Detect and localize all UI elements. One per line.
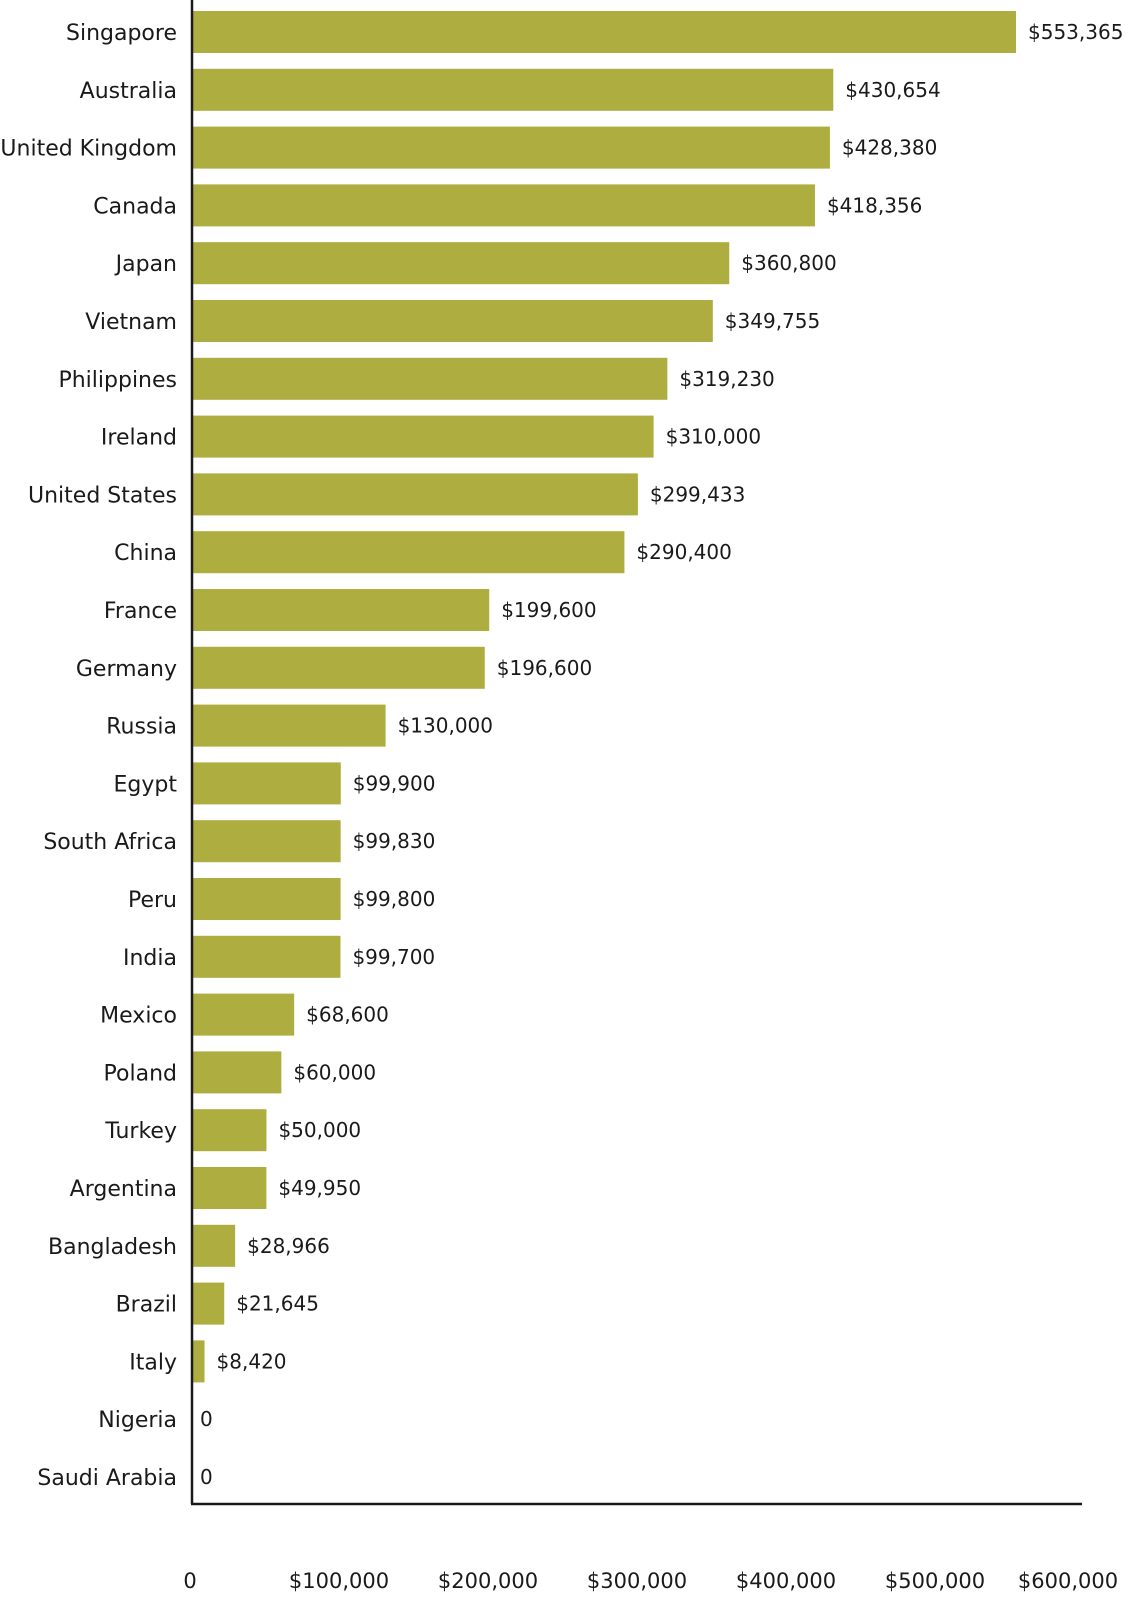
bar-philippines: [192, 357, 668, 400]
bar-egypt: [192, 762, 341, 805]
value-label: $310,000: [666, 425, 761, 449]
bar-brazil: [192, 1282, 225, 1325]
value-label: $196,600: [497, 656, 592, 680]
bar-peru: [192, 878, 341, 920]
value-label: $8,420: [217, 1349, 287, 1373]
category-label: Russia: [106, 715, 177, 740]
category-label: South Africa: [43, 830, 177, 855]
category-label: Japan: [114, 252, 177, 277]
category-label: Vietnam: [85, 310, 177, 335]
x-tick-label: $200,000: [438, 1569, 538, 1593]
value-label: $553,365: [1028, 20, 1123, 44]
category-label: Mexico: [100, 1004, 177, 1029]
bar-united-kingdom: [192, 126, 830, 169]
category-label: Nigeria: [98, 1408, 177, 1433]
category-label: India: [123, 946, 177, 971]
category-label: Philippines: [58, 368, 177, 393]
labels-layer: Singapore $553,365 Australia $430,654 United…: [0, 20, 1123, 1491]
bar-canada: [192, 184, 815, 227]
value-label: $99,700: [352, 945, 435, 969]
value-label: $319,230: [679, 367, 774, 391]
value-label: $49,950: [278, 1176, 361, 1200]
bar-italy: [192, 1340, 205, 1383]
value-label: $299,433: [650, 482, 745, 506]
category-label: France: [104, 599, 177, 624]
value-label: $290,400: [636, 540, 731, 564]
category-label: Singapore: [66, 21, 177, 46]
x-tick-label: $100,000: [289, 1569, 389, 1593]
bar-ireland: [192, 415, 654, 458]
category-label: Bangladesh: [48, 1235, 177, 1260]
value-label: $360,800: [741, 251, 836, 275]
category-label: Ireland: [101, 426, 177, 451]
bar-india: [192, 935, 341, 978]
bar-south-africa: [192, 820, 341, 863]
bar-australia: [192, 68, 834, 111]
category-label: Saudi Arabia: [37, 1466, 177, 1491]
x-tick-labels: 0 $100,000 $200,000 $300,000 $400,000 $500,00…: [183, 1569, 1118, 1593]
value-label: $130,000: [398, 714, 493, 738]
category-label: Germany: [76, 657, 177, 682]
value-label: $418,356: [827, 193, 922, 217]
x-tick-label: $600,000: [1018, 1569, 1118, 1593]
value-label: $99,900: [353, 771, 436, 795]
value-label: $428,380: [842, 136, 937, 160]
value-label: $99,830: [353, 829, 436, 853]
value-label: 0: [200, 1465, 213, 1489]
bar-russia: [192, 704, 386, 747]
bar-poland: [192, 1051, 282, 1094]
category-label: Peru: [128, 888, 177, 913]
value-label: $99,800: [353, 887, 436, 911]
bar-mexico: [192, 993, 295, 1036]
value-label: 0: [200, 1407, 213, 1431]
value-label: $68,600: [306, 1003, 389, 1027]
bar-bangladesh: [192, 1224, 236, 1267]
category-label: Turkey: [104, 1119, 177, 1144]
value-label: $21,645: [236, 1292, 319, 1316]
category-label: United Kingdom: [0, 137, 177, 162]
category-label: Canada: [93, 194, 177, 219]
x-tick-label: $500,000: [885, 1569, 985, 1593]
x-tick-label: 0: [183, 1569, 196, 1593]
bar-china: [192, 531, 625, 574]
category-label: Italy: [129, 1350, 177, 1375]
value-label: $430,654: [845, 78, 940, 102]
bar-germany: [192, 646, 485, 689]
bar-japan: [192, 242, 730, 285]
bar-argentina: [192, 1167, 267, 1209]
value-label: $60,000: [293, 1060, 376, 1084]
x-tick-label: $400,000: [736, 1569, 836, 1593]
value-label: $28,966: [247, 1234, 330, 1258]
category-label: Egypt: [114, 772, 178, 797]
x-tick-label: $300,000: [587, 1569, 687, 1593]
category-label: China: [114, 541, 177, 566]
value-label: $50,000: [278, 1118, 361, 1142]
category-label: Argentina: [70, 1177, 177, 1202]
value-label: $199,600: [501, 598, 596, 622]
bar-france: [192, 589, 490, 631]
category-label: Poland: [104, 1061, 177, 1086]
bar-singapore: [192, 11, 1016, 53]
bar-united-states: [192, 473, 638, 516]
category-label: Brazil: [116, 1293, 177, 1318]
bars-layer: [192, 11, 1016, 1383]
bar-vietnam: [192, 300, 713, 342]
bar-turkey: [192, 1109, 267, 1152]
value-label: $349,755: [725, 309, 820, 333]
category-label: Australia: [80, 79, 177, 104]
category-label: United States: [28, 483, 177, 508]
